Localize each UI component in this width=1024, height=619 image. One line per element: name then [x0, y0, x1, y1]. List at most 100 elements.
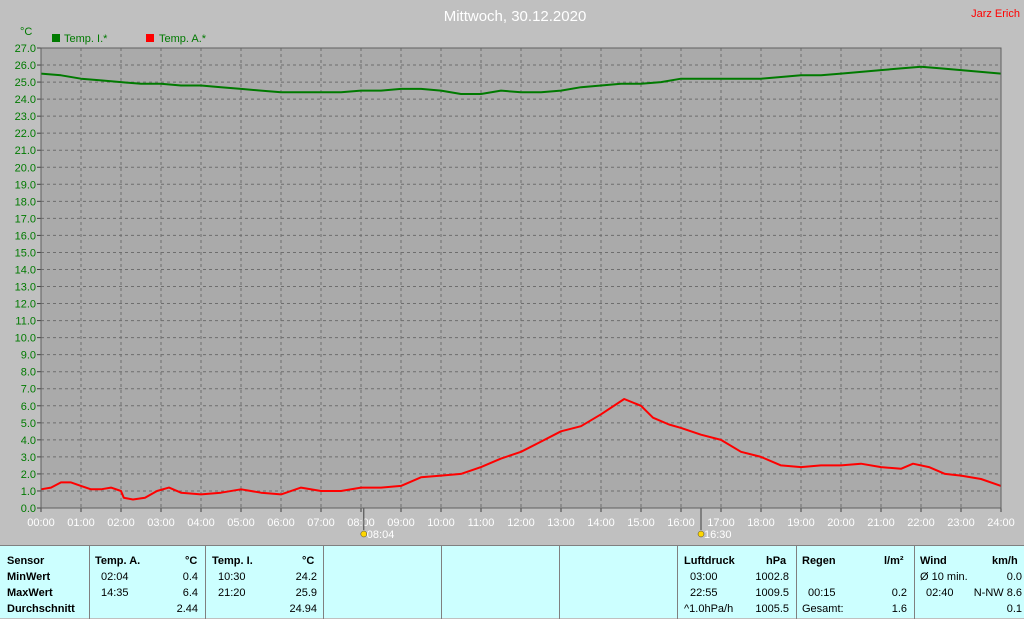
y-tick-label: 14.0	[15, 264, 36, 276]
y-tick-label: 21.0	[15, 145, 36, 157]
series-lines	[40, 65, 1002, 501]
x-tick-label: 15:00	[627, 517, 655, 529]
temp-a-max-time: 14:35	[101, 587, 129, 599]
y-tick-label: 1.0	[21, 486, 36, 498]
grid-lines	[41, 48, 1001, 508]
temp-a-min-value: 0.4	[182, 571, 198, 583]
x-tick-label: 00:00	[27, 517, 55, 529]
temperature-chart: Mittwoch, 30.12.2020 Jarz Erich °C Temp.…	[15, 8, 1020, 541]
x-tick-label: 17:00	[707, 517, 735, 529]
legend-label-outside: Temp. A.*	[159, 33, 207, 45]
sun-marker-label: 08:04	[367, 529, 395, 541]
pressure-current-value: 1005.5	[755, 603, 789, 615]
rain-time: 00:15	[808, 587, 836, 599]
x-tick-label: 01:00	[67, 517, 95, 529]
y-tick-label: 24.0	[15, 94, 36, 106]
pressure-max-value: 1009.5	[755, 587, 789, 599]
wind-last-value: 0.1	[1006, 603, 1022, 615]
series-line-inside	[40, 65, 1002, 95]
x-tick-label: 09:00	[387, 517, 415, 529]
x-tick-label: 13:00	[547, 517, 575, 529]
x-tick-label: 21:00	[867, 517, 895, 529]
x-tick-label: 24:00	[987, 517, 1015, 529]
rain-total-value: 1.6	[891, 603, 907, 615]
legend-swatch-inside	[52, 34, 60, 42]
x-tick-label: 20:00	[827, 517, 855, 529]
y-tick-label: 25.0	[15, 77, 36, 89]
pressure-trend-label: ^1.0hPa/h	[684, 603, 734, 615]
y-tick-label: 9.0	[21, 350, 36, 362]
x-tick-label: 18:00	[747, 517, 775, 529]
temp-a-avg-value: 2.44	[176, 603, 198, 615]
x-tick-label: 05:00	[227, 517, 255, 529]
y-tick-label: 19.0	[15, 179, 36, 191]
x-tick-label: 14:00	[587, 517, 615, 529]
temp-i-unit: °C	[302, 555, 315, 567]
y-tick-label: 18.0	[15, 196, 36, 208]
rain-unit: l/m²	[884, 555, 904, 567]
x-tick-label: 16:00	[667, 517, 695, 529]
avg-row-label: Durchschnitt	[7, 603, 75, 615]
x-tick-label: 06:00	[267, 517, 295, 529]
temp-a-min-time: 02:04	[101, 571, 129, 583]
temp-a-max-value: 6.4	[182, 587, 198, 599]
y-axis-unit: °C	[20, 26, 32, 38]
chart-title: Mittwoch, 30.12.2020	[444, 8, 587, 25]
rain-total-label: Gesamt:	[802, 603, 844, 615]
legend-swatch-outside	[146, 34, 154, 42]
y-tick-label: 4.0	[21, 435, 36, 447]
plot-border	[40, 47, 1002, 509]
wind-max-value: N-NW 8.6	[973, 587, 1022, 599]
x-tick-label: 12:00	[507, 517, 535, 529]
max-row-label: MaxWert	[7, 587, 53, 599]
pressure-header: Luftdruck	[684, 555, 735, 567]
x-tick-label: 08:00	[347, 517, 375, 529]
wind-header: Wind	[920, 555, 947, 567]
y-tick-label: 5.0	[21, 418, 36, 430]
sensor-header: Sensor	[7, 555, 45, 567]
pressure-unit: hPa	[766, 555, 787, 567]
y-tick-label: 16.0	[15, 230, 36, 242]
temp-i-min-value: 24.2	[295, 571, 317, 583]
y-tick-label: 20.0	[15, 162, 36, 174]
min-row-label: MinWert	[7, 571, 51, 583]
y-tick-label: 27.0	[15, 43, 36, 55]
x-axis: 00:00 01:00 02:00 03:00 04:00 05:00 06:00 07:00…	[27, 508, 1015, 529]
temp-a-header: Temp. A.	[95, 555, 141, 567]
sun-marker-label: 16:30	[704, 529, 732, 541]
wind-max-time: 02:40	[926, 587, 954, 599]
y-tick-label: 12.0	[15, 299, 36, 311]
stats-table: Sensor MinWert MaxWert Durchschnitt Temp…	[0, 545, 1024, 619]
wind-avg-value: 0.0	[1006, 571, 1022, 583]
y-tick-label: 0.0	[21, 503, 36, 515]
author-label: Jarz Erich	[971, 8, 1020, 20]
x-tick-label: 19:00	[787, 517, 815, 529]
y-axis: 0.0 1.0 2.0 3.0 4.0 5.0 6.0 7.0 8.0 9.0 10.0 11.0 12…	[15, 43, 41, 515]
x-tick-label: 03:00	[147, 517, 175, 529]
x-tick-label: 22:00	[907, 517, 935, 529]
pressure-max-time: 22:55	[690, 587, 718, 599]
sun-icon	[697, 530, 705, 538]
x-tick-label: 23:00	[947, 517, 975, 529]
pressure-min-value: 1002.8	[755, 571, 789, 583]
x-tick-label: 04:00	[187, 517, 215, 529]
sun-markers: 08:04 16:30	[360, 508, 732, 541]
legend-label-inside: Temp. I.*	[64, 33, 108, 45]
x-tick-label: 07:00	[307, 517, 335, 529]
temp-i-min-time: 10:30	[218, 571, 246, 583]
temp-i-max-value: 25.9	[295, 587, 317, 599]
x-tick-label: 10:00	[427, 517, 455, 529]
pressure-min-time: 03:00	[690, 571, 718, 583]
series-line-outside	[40, 398, 1002, 501]
temp-i-header: Temp. I.	[212, 555, 253, 567]
y-tick-label: 11.0	[15, 316, 36, 328]
temp-i-max-time: 21:20	[218, 587, 246, 599]
y-tick-label: 6.0	[21, 401, 36, 413]
y-tick-label: 23.0	[15, 111, 36, 123]
sun-icon	[360, 530, 368, 538]
y-tick-label: 17.0	[15, 213, 36, 225]
rain-value: 0.2	[891, 587, 907, 599]
x-tick-label: 11:00	[468, 517, 495, 529]
rain-header: Regen	[802, 555, 836, 567]
wind-avg-label: Ø 10 min.	[920, 571, 968, 583]
